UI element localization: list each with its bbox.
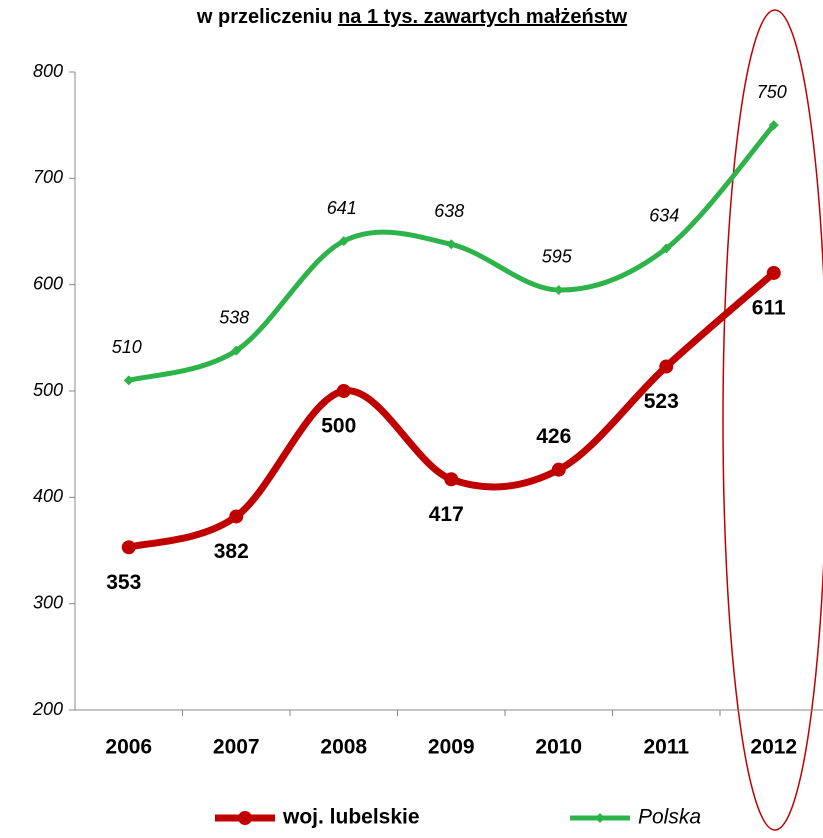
data-label: 750 <box>757 82 787 102</box>
y-tick-label: 600 <box>33 273 63 293</box>
data-label: 523 <box>644 390 679 413</box>
point <box>766 265 781 280</box>
point <box>231 345 242 356</box>
data-label: 538 <box>219 307 249 327</box>
point <box>336 384 351 398</box>
legend-label: Polska <box>638 806 701 829</box>
point <box>661 243 672 254</box>
point <box>338 236 349 247</box>
data-label: 641 <box>327 198 357 218</box>
title-part: w przeliczeniu <box>196 6 333 28</box>
x-tick-label: 2011 <box>643 736 689 759</box>
x-tick-label: 2008 <box>320 736 367 759</box>
title-underlined: na 1 tys. zawartych małżeństw <box>338 6 627 28</box>
x-tick-label: 2010 <box>535 736 582 759</box>
data-label: 595 <box>542 247 573 267</box>
x-tick-label: 2009 <box>428 736 475 759</box>
data-label: 426 <box>536 425 571 448</box>
data-label: 510 <box>112 337 142 357</box>
y-tick-label: 400 <box>33 486 63 506</box>
y-tick-label: 300 <box>33 592 63 612</box>
y-tick-label: 800 <box>33 61 63 81</box>
point <box>553 284 564 295</box>
point <box>659 359 674 374</box>
point <box>123 375 134 386</box>
x-tick-label: 2006 <box>105 736 152 759</box>
point <box>444 472 459 487</box>
data-label: 634 <box>649 205 679 225</box>
highlight-ellipse <box>722 9 823 831</box>
point <box>768 120 779 131</box>
y-tick-label: 500 <box>33 380 63 400</box>
series-line <box>126 122 777 383</box>
point <box>229 509 244 524</box>
x-tick-label: 2007 <box>213 736 260 759</box>
legend-marker <box>238 811 252 825</box>
data-label: 638 <box>434 201 464 221</box>
point <box>446 239 457 250</box>
data-label: 611 <box>752 297 786 320</box>
data-label: 500 <box>321 415 356 438</box>
legend-marker <box>595 813 605 823</box>
legend-label: woj. lubelskie <box>282 806 420 829</box>
point <box>121 540 136 555</box>
data-label: 417 <box>429 503 464 526</box>
chart-title: w przeliczeniu na 1 tys. zawartych małże… <box>196 6 628 28</box>
data-label: 353 <box>106 571 141 594</box>
point <box>551 462 566 477</box>
data-label: 382 <box>214 540 249 563</box>
y-tick-label: 200 <box>32 699 63 719</box>
y-tick-label: 700 <box>33 167 63 187</box>
x-tick-label: 2012 <box>750 736 797 759</box>
